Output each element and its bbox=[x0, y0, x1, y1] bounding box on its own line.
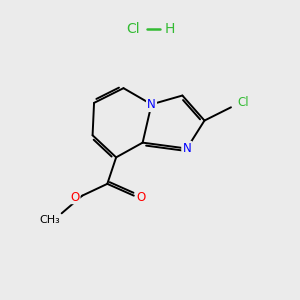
Text: H: H bbox=[165, 22, 175, 36]
Text: N: N bbox=[182, 142, 191, 155]
Text: N: N bbox=[147, 98, 156, 111]
Text: Cl: Cl bbox=[238, 95, 249, 109]
Text: CH₃: CH₃ bbox=[39, 215, 60, 225]
Text: O: O bbox=[136, 190, 146, 204]
Text: O: O bbox=[71, 190, 80, 204]
Text: Cl: Cl bbox=[126, 22, 140, 36]
